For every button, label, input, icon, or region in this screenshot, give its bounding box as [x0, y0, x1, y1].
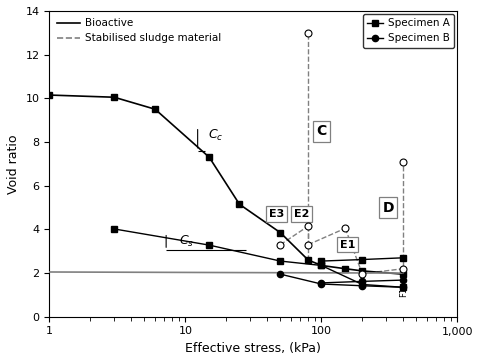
Text: C: C: [316, 124, 326, 138]
Text: F1: F1: [399, 287, 408, 297]
Text: $C_c$: $C_c$: [208, 128, 224, 143]
X-axis label: Effective stress, (kPa): Effective stress, (kPa): [185, 342, 321, 355]
Legend: Specimen A, Specimen B: Specimen A, Specimen B: [363, 14, 454, 48]
Text: E1: E1: [339, 240, 355, 250]
Y-axis label: Void ratio: Void ratio: [7, 134, 20, 194]
Text: E3: E3: [269, 209, 284, 219]
Text: D: D: [383, 201, 394, 215]
Text: $C_s$: $C_s$: [179, 234, 194, 249]
Text: E2: E2: [294, 209, 310, 219]
